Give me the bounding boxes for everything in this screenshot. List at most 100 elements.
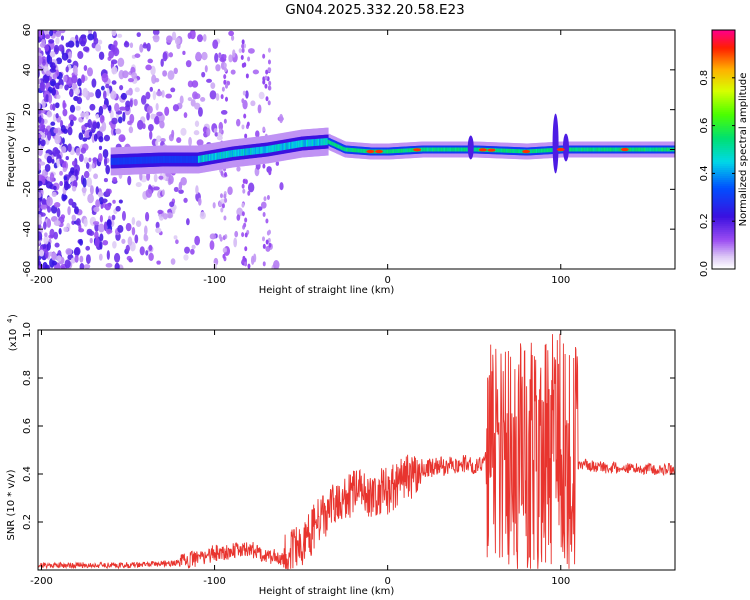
ridge-core xyxy=(384,149,387,154)
ridge-core xyxy=(442,147,445,152)
ridge-core xyxy=(252,147,255,155)
noise-blob xyxy=(46,196,53,207)
noise-blob xyxy=(204,65,208,73)
noise-blob xyxy=(154,77,160,83)
noise-blob xyxy=(183,254,189,261)
ridge-core xyxy=(583,147,586,152)
ridge-core xyxy=(599,147,602,152)
noise-blob xyxy=(56,255,62,262)
ridge-core xyxy=(353,148,356,153)
colorbar-cell xyxy=(712,57,735,61)
noise-blob xyxy=(110,90,117,100)
noise-blob xyxy=(38,214,42,223)
ridge-core xyxy=(236,149,239,157)
noise-blob xyxy=(145,250,149,256)
ridge-core xyxy=(575,147,579,152)
ridge-core xyxy=(411,148,414,153)
noise-blob xyxy=(192,91,198,100)
noise-blob xyxy=(41,38,46,45)
noise-blob xyxy=(165,93,172,99)
ridge-core xyxy=(434,147,437,152)
noise-blob xyxy=(142,123,146,130)
ridge-core xyxy=(500,148,504,153)
noise-blob xyxy=(125,100,131,108)
noise-blob xyxy=(214,131,219,137)
ridge-core xyxy=(170,155,173,163)
noise-blob xyxy=(98,39,103,45)
noise-blob xyxy=(106,250,110,260)
noise-blob xyxy=(51,252,57,261)
ridge-core xyxy=(154,156,157,164)
noise-blob xyxy=(97,152,103,163)
ridge-core xyxy=(388,149,391,154)
noise-blob xyxy=(53,202,61,208)
noise-blob xyxy=(38,133,42,139)
ridge-core xyxy=(276,144,279,152)
colorbar-cell xyxy=(712,30,735,33)
ridge-core xyxy=(155,156,158,164)
colorbar-cell xyxy=(712,241,735,244)
ridge-core xyxy=(486,147,489,152)
noise-blob xyxy=(117,33,123,38)
noise-streak xyxy=(219,236,223,242)
noise-blob xyxy=(105,188,110,196)
noise-blob xyxy=(75,40,80,48)
ridge-core xyxy=(632,147,636,152)
ridge-core xyxy=(167,155,170,163)
noise-streak xyxy=(220,207,224,213)
ridge-core xyxy=(297,140,300,148)
noise-blob xyxy=(51,158,55,164)
ridge-core xyxy=(160,156,163,164)
noise-blob xyxy=(70,167,75,174)
ridge-core xyxy=(666,147,670,152)
ridge-core xyxy=(406,148,409,153)
ridge-core xyxy=(322,138,325,146)
ridge-core xyxy=(508,148,511,153)
noise-blob xyxy=(149,130,153,140)
ridge-core xyxy=(205,154,208,162)
colorbar-cell xyxy=(712,213,735,216)
noise-blob xyxy=(102,148,109,159)
ridge-core xyxy=(262,146,265,154)
ridge-core xyxy=(206,154,209,162)
ridge-core xyxy=(389,149,392,154)
ridge-core xyxy=(254,147,258,155)
noise-blob xyxy=(77,51,84,60)
ridge-core xyxy=(515,149,518,154)
colorbar-cell xyxy=(712,39,735,43)
noise-blob xyxy=(257,206,263,211)
ridge-core xyxy=(264,146,267,154)
ridge-core xyxy=(269,145,272,153)
noise-blob xyxy=(125,244,130,252)
ridge-core xyxy=(191,155,195,163)
noise-streak xyxy=(268,170,272,176)
ridge-core xyxy=(260,146,264,154)
ridge-core xyxy=(580,147,584,152)
ridge-core xyxy=(457,147,460,152)
ridge-core xyxy=(456,147,459,152)
ridge-core xyxy=(308,139,311,147)
ridge-core xyxy=(228,150,231,158)
ridge-core xyxy=(589,147,592,152)
noise-blob xyxy=(56,158,60,168)
noise-blob xyxy=(60,35,64,41)
noise-streak xyxy=(223,67,227,73)
noise-blob xyxy=(77,78,82,87)
noise-blob xyxy=(206,127,211,137)
ridge-core xyxy=(506,148,510,153)
ridge-core xyxy=(120,157,123,165)
noise-blob xyxy=(67,126,73,136)
ridge-core xyxy=(360,148,363,153)
noise-blob xyxy=(145,64,152,71)
ridge-core xyxy=(207,154,210,162)
noise-blob xyxy=(101,73,109,83)
ridge-core xyxy=(327,139,330,144)
noise-blob xyxy=(195,51,202,61)
colorbar-cell xyxy=(712,97,735,101)
ridge-core xyxy=(201,155,204,163)
colorbar-cell xyxy=(712,155,735,159)
ridge-core xyxy=(148,156,151,164)
noise-blob xyxy=(44,264,50,269)
noise-blob xyxy=(194,120,200,127)
noise-blob xyxy=(171,129,175,138)
